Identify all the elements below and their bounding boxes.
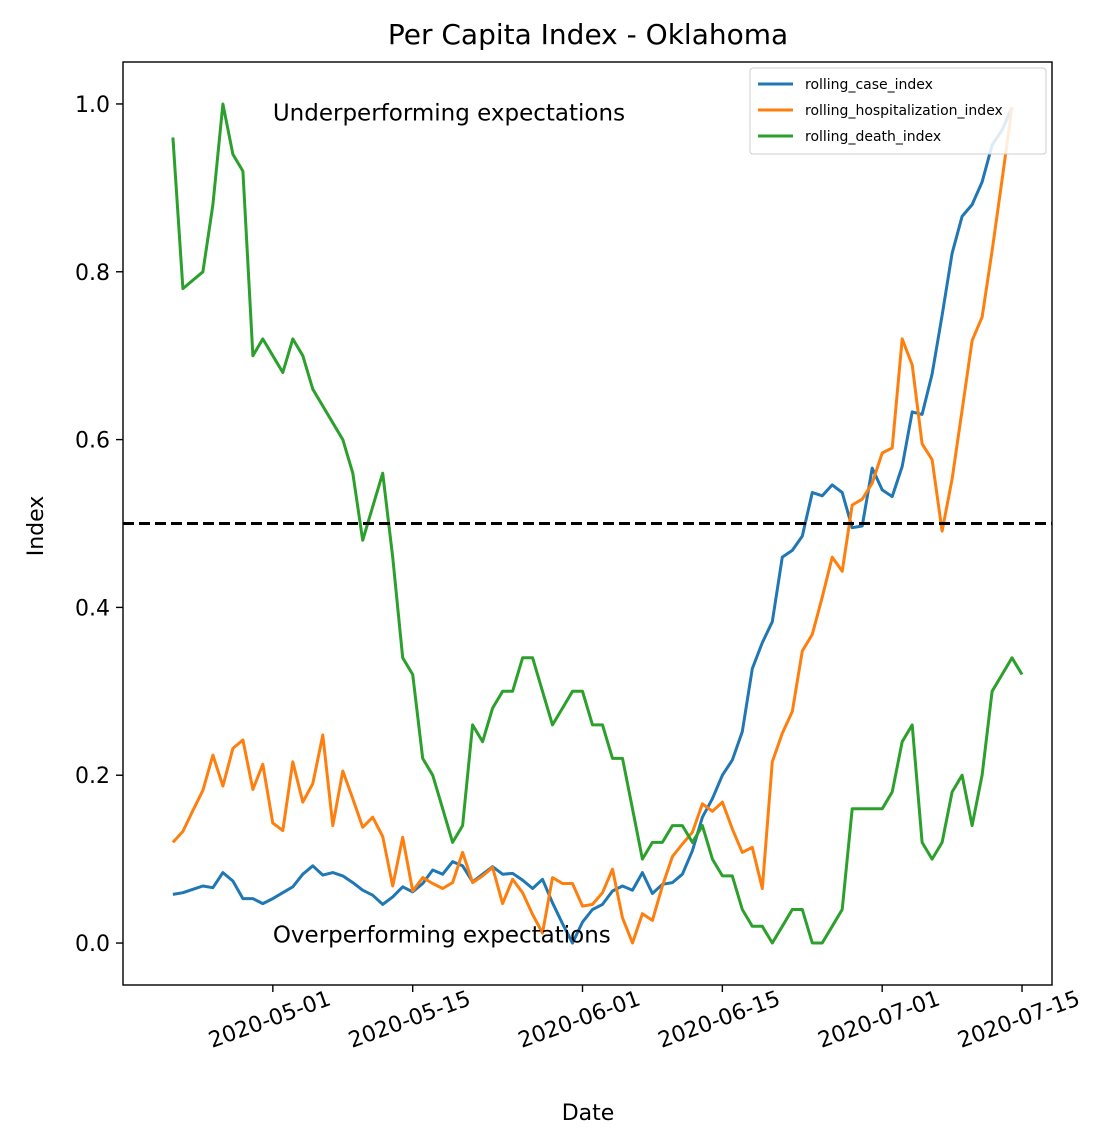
y-tick-label: 0.4 — [75, 596, 110, 621]
y-tick-label: 0.2 — [75, 764, 110, 789]
legend-label: rolling_death_index — [805, 129, 941, 145]
legend-box — [749, 67, 1047, 155]
y-tick-label: 0.8 — [75, 261, 110, 286]
series-line-rolling-hospitalization-index — [171, 107, 1014, 945]
series-layer — [171, 102, 1024, 945]
legend-label: rolling_case_index — [805, 77, 933, 93]
legend: rolling_case_index rolling_hospitalizatio… — [749, 67, 1047, 155]
plot-frame — [122, 61, 1053, 986]
y-axis: 0.0 0.2 0.4 0.6 0.8 1.0 — [75, 93, 123, 957]
chart-title: Per Capita Index - Oklahoma — [388, 18, 788, 51]
legend-label: rolling_hospitalization_index — [805, 103, 1003, 119]
series-line-rolling-death-index — [171, 102, 1024, 945]
annotation-underperforming: Underperforming expectations — [273, 100, 625, 126]
y-axis-label: Index — [24, 496, 49, 557]
y-tick-label: 0.0 — [75, 932, 110, 957]
x-axis-label: Date — [562, 1101, 615, 1126]
y-tick-label: 0.6 — [75, 429, 110, 454]
legend-items: rolling_case_index rolling_hospitalizatio… — [758, 77, 1003, 145]
y-tick-label: 1.0 — [75, 93, 110, 118]
annotation-overperforming: Overperforming expectations — [273, 923, 611, 949]
series-line-rolling-case-index — [172, 106, 1014, 945]
